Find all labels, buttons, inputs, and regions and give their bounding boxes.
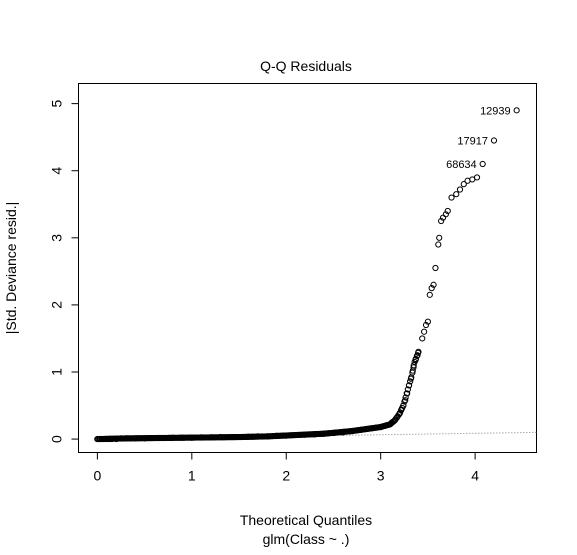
qq-point xyxy=(302,431,309,438)
y-axis: 0 1 2 3 4 5 xyxy=(49,100,79,443)
points-group xyxy=(94,107,520,443)
qq-point xyxy=(141,435,148,442)
plot-frame xyxy=(78,83,537,453)
qq-point xyxy=(410,362,417,369)
qq-point xyxy=(402,397,409,404)
qq-point xyxy=(207,434,214,441)
x-tick-label: 2 xyxy=(282,468,290,484)
chart-title: Q-Q Residuals xyxy=(260,58,352,74)
y-tick-label: 3 xyxy=(49,234,65,242)
qq-point xyxy=(330,429,337,437)
qq-point xyxy=(448,194,455,201)
qq-point xyxy=(226,433,233,441)
qq-point xyxy=(426,291,433,298)
qq-point xyxy=(438,217,445,225)
qq-point xyxy=(428,285,435,292)
qq-point xyxy=(442,211,449,218)
qq-point xyxy=(198,434,205,441)
y-tick-label: 2 xyxy=(49,301,65,309)
qq-point xyxy=(273,432,280,439)
qq-point xyxy=(283,432,290,439)
qq-point xyxy=(132,435,139,442)
qq-point xyxy=(339,429,347,436)
qq-point xyxy=(393,414,400,421)
qq-point xyxy=(105,435,112,443)
y-tick-label: 4 xyxy=(49,167,65,175)
qq-point xyxy=(169,434,177,441)
point-label: 68634 xyxy=(446,159,477,171)
qq-point xyxy=(424,318,432,325)
qq-point xyxy=(404,390,411,397)
qq-point xyxy=(400,402,407,409)
qq-point xyxy=(415,348,422,355)
qq-point xyxy=(513,107,520,114)
qq-point xyxy=(245,433,252,440)
qq-point xyxy=(405,382,413,389)
x-axis-subtitle: glm(Class ~ .) xyxy=(263,531,350,547)
qq-point xyxy=(432,264,439,272)
x-tick-label: 0 xyxy=(93,468,101,484)
qq-point xyxy=(421,328,428,335)
qq-point xyxy=(490,137,498,144)
x-axis: 0 1 2 3 4 xyxy=(93,452,479,484)
qq-point xyxy=(264,433,271,440)
annotations-group: 12939 17917 68634 xyxy=(446,105,511,171)
qq-point xyxy=(160,434,167,442)
qq-point xyxy=(460,181,467,188)
qq-point xyxy=(407,375,415,382)
qq-point xyxy=(413,352,421,359)
x-tick-label: 1 xyxy=(188,468,196,484)
qq-point xyxy=(404,386,411,393)
qq-point xyxy=(422,321,430,329)
qq-point xyxy=(292,431,299,439)
qq-point xyxy=(150,434,158,442)
x-tick-label: 4 xyxy=(471,468,479,484)
x-axis-label: Theoretical Quantiles xyxy=(240,512,372,528)
qq-point xyxy=(402,394,409,401)
qq-point xyxy=(414,352,421,359)
y-axis-label: |Std. Deviance resid.| xyxy=(3,202,19,335)
qq-point xyxy=(419,335,426,342)
qq-point xyxy=(453,191,460,198)
qq-point xyxy=(479,160,486,168)
qq-point xyxy=(320,430,328,437)
qq-point xyxy=(456,186,464,193)
qq-point xyxy=(311,431,318,438)
y-tick-label: 0 xyxy=(49,435,65,443)
qq-point xyxy=(235,433,243,441)
qq-point xyxy=(407,378,414,385)
qq-point xyxy=(217,433,224,441)
point-label: 17917 xyxy=(457,136,488,148)
qq-point xyxy=(387,421,394,428)
qq-point xyxy=(179,434,186,441)
y-tick-label: 1 xyxy=(49,368,65,376)
x-tick-label: 3 xyxy=(377,468,385,484)
qq-point xyxy=(435,241,442,248)
qq-point xyxy=(444,207,451,215)
qq-point xyxy=(473,174,481,181)
qq-point xyxy=(436,234,443,241)
qq-point xyxy=(254,433,262,440)
qq-point xyxy=(122,435,129,442)
qq-point xyxy=(188,434,195,441)
point-label: 12939 xyxy=(480,105,511,117)
y-tick-label: 5 xyxy=(49,100,65,108)
qq-point xyxy=(430,281,437,288)
